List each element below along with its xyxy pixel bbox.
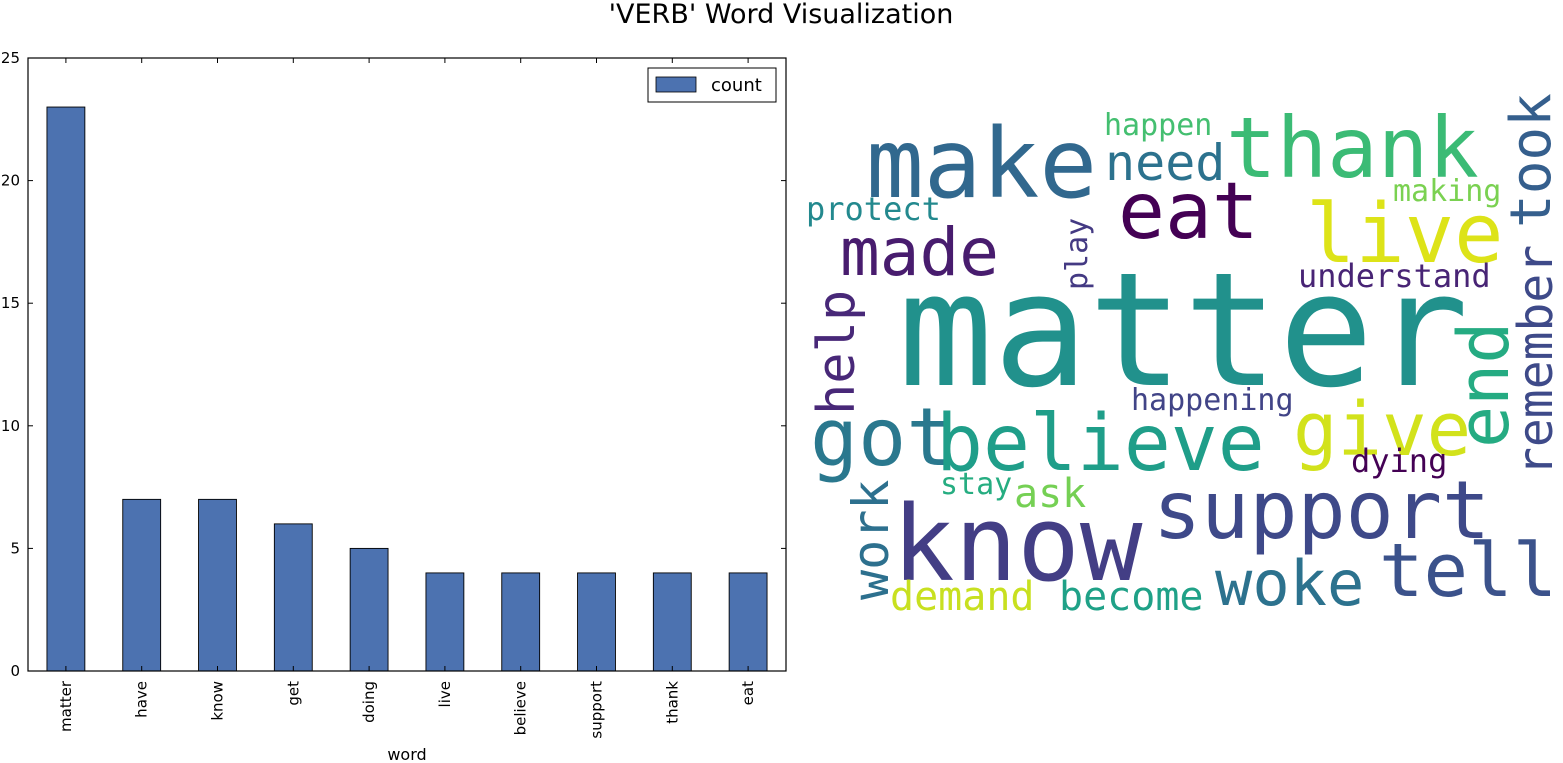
bar-live [425,572,465,672]
x-tick-label: believe [512,681,530,735]
cloud-word-work: work [842,480,900,600]
cloud-word-understand: understand [1298,257,1491,295]
y-tick-label: 25 [1,49,20,67]
bar-matter [46,106,86,672]
cloud-word-tell: tell [1379,528,1557,614]
cloud-word-thank: thank [1226,99,1479,197]
x-axis-label: word [387,745,426,763]
bars [46,106,768,672]
cloud-word-play: play [1060,218,1095,290]
legend-swatch [655,76,697,93]
cloud-word-become: become [1059,574,1204,620]
cloud-word-live: live [1306,187,1503,282]
legend: count [647,67,777,103]
bar-eat [728,572,768,672]
x-tick-label: know [209,681,227,721]
y-tick-label: 0 [10,662,20,680]
x-tick-label: have [133,681,151,718]
y-tick-label: 5 [10,539,20,557]
cloud-word-took: took [1499,93,1563,228]
bar-thank [652,572,692,672]
bar-doing [349,547,389,672]
x-tick-label: thank [663,681,681,724]
y-tick-label: 20 [1,172,20,190]
cloud-word-woke: woke [1215,547,1364,620]
cloud-word-need: need [1105,134,1225,192]
cloud-word-end: end [1443,322,1525,448]
y-axis: 0 5 10 15 20 25 [1,49,786,680]
cloud-word-made: made [840,214,999,291]
bar-have [122,498,162,672]
cloud-word-dying: dying [1351,442,1447,480]
cloud-word-give: give [1293,387,1471,473]
cloud-word-happening: happening [1131,383,1294,418]
x-tick-label: support [588,681,606,739]
cloud-word-make: make [866,108,1097,220]
cloud-word-demand: demand [890,574,1035,620]
cloud-word-happen: happen [1104,108,1212,143]
cloud-word-making: making [1393,174,1501,209]
cloud-word-remember: remember [1508,245,1563,476]
y-tick-label: 15 [1,294,20,312]
cloud-word-believe: believe [936,399,1265,489]
cloud-word-stay: stay [940,467,1012,502]
x-tick-label: eat [739,681,757,705]
y-tick-label: 10 [1,417,20,435]
cloud-word-ask: ask [1014,471,1086,517]
figure-title: 'VERB' Word Visualization [609,0,954,30]
cloud-word-know: know [892,483,1143,605]
x-axis: matter have know get doing live believe support… [57,58,757,739]
plot-frame [27,57,787,672]
x-tick-label: doing [360,681,378,723]
cloud-word-eat: eat [1118,167,1259,257]
bar-believe [501,572,541,672]
cloud-word-help: help [807,290,867,415]
bar-know [198,498,237,672]
cloud-word-matter: matter [898,239,1469,423]
bar-support [577,572,616,672]
x-tick-label: live [436,681,454,707]
cloud-word-support: support [1153,464,1490,557]
legend-label: count [711,75,762,96]
cloud-word-got: got [810,391,955,484]
bar-chart: 0 5 10 15 20 25 matter have know get doing live bel… [1,49,787,763]
x-tick-label: get [284,681,302,706]
bar-get [273,523,313,672]
x-tick-label: matter [57,680,75,732]
cloud-word-protect: protect [806,190,941,228]
